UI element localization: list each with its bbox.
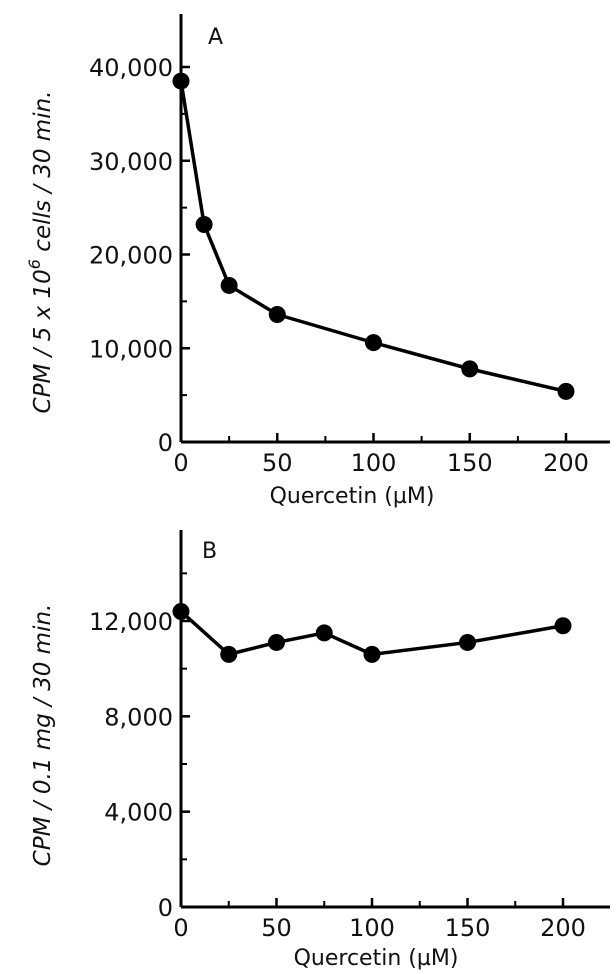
panel-b-y-label-part1: CPM / 0.1 mg / 30 min.	[30, 604, 56, 867]
panel-a-y-tick-label: 20,000	[89, 242, 173, 270]
panel-b-series	[172, 602, 572, 663]
panel-a-series	[172, 72, 575, 400]
panel-a-data-point	[172, 72, 190, 90]
panel-b-y-axis-label: CPM / 0.1 mg / 30 min.	[30, 604, 56, 867]
panel-a-data-point	[365, 334, 382, 352]
panel-a-x-axis-label: Quercetin (µM)	[270, 484, 435, 509]
panel-b-axes	[179, 530, 610, 909]
panel-b-data-point	[172, 602, 190, 620]
panel-a-yticks: 0 10,000 20,000 30,000 40,000	[89, 54, 190, 457]
panel-b-x-axis-label: Quercetin (µM)	[294, 946, 459, 971]
panel-a-y-label-part1: CPM / 5 x 10	[30, 269, 56, 413]
panel-a-x-tick-label: 50	[262, 449, 293, 477]
panel-b-data-point	[315, 624, 333, 642]
panel-a-data-point	[220, 276, 238, 294]
panel-a: A 0 50 100 150 200 0 10,000 20,000 30,000 40,000…	[25, 14, 610, 509]
panel-a-y-tick-label: 30,000	[89, 148, 173, 176]
panel-a-y-tick-label: 10,000	[89, 335, 173, 363]
panel-a-data-point	[557, 382, 575, 400]
panel-a-y-label-part2: cells / 30 min.	[30, 91, 56, 260]
panel-a-axes	[179, 14, 610, 444]
panel-a-y-label-exponent: 6	[25, 259, 44, 269]
panel-a-data-point	[195, 216, 213, 233]
panel-b-y-tick-label: 4,000	[104, 799, 173, 827]
panel-a-y-tick-label: 0	[158, 429, 173, 457]
panel-a-x-tick-label: 100	[351, 449, 397, 477]
panel-b-x-tick-label: 50	[261, 914, 292, 942]
panel-b-x-tick-label: 200	[540, 914, 586, 942]
panel-b: B 0 50 100 150 200 0 4,000 8,000 12,000 Quercet…	[30, 530, 610, 971]
panel-a-x-tick-label: 150	[447, 449, 493, 477]
panel-a-y-axis-label: CPM / 5 x 106 cells / 30 min.	[25, 91, 56, 414]
panel-b-data-point	[554, 617, 572, 635]
panel-b-x-tick-label: 150	[445, 914, 491, 942]
panel-b-x-tick-label: 0	[173, 914, 188, 942]
panel-a-label: A	[208, 25, 223, 50]
panel-b-y-tick-label: 8,000	[104, 703, 173, 731]
panel-a-x-tick-label: 200	[543, 449, 589, 477]
panel-b-yticks: 0 4,000 8,000 12,000	[89, 572, 190, 922]
panel-a-xticks: 0 50 100 150 200	[173, 433, 589, 477]
panel-b-label: B	[202, 539, 217, 564]
panel-b-data-point	[459, 633, 476, 651]
panel-b-x-tick-label: 100	[349, 914, 395, 942]
panel-b-data-point	[220, 645, 238, 663]
panel-b-data-point	[268, 633, 285, 651]
panel-b-data-point	[363, 645, 381, 663]
panel-a-data-point	[268, 306, 286, 323]
panel-b-xticks: 0 50 100 150 200	[173, 898, 586, 942]
panel-b-y-tick-label: 0	[158, 894, 173, 922]
panel-b-y-tick-label: 12,000	[89, 608, 173, 636]
panel-a-y-tick-label: 40,000	[89, 54, 173, 82]
panel-a-data-point	[461, 360, 479, 378]
panel-a-x-tick-label: 0	[173, 449, 188, 477]
